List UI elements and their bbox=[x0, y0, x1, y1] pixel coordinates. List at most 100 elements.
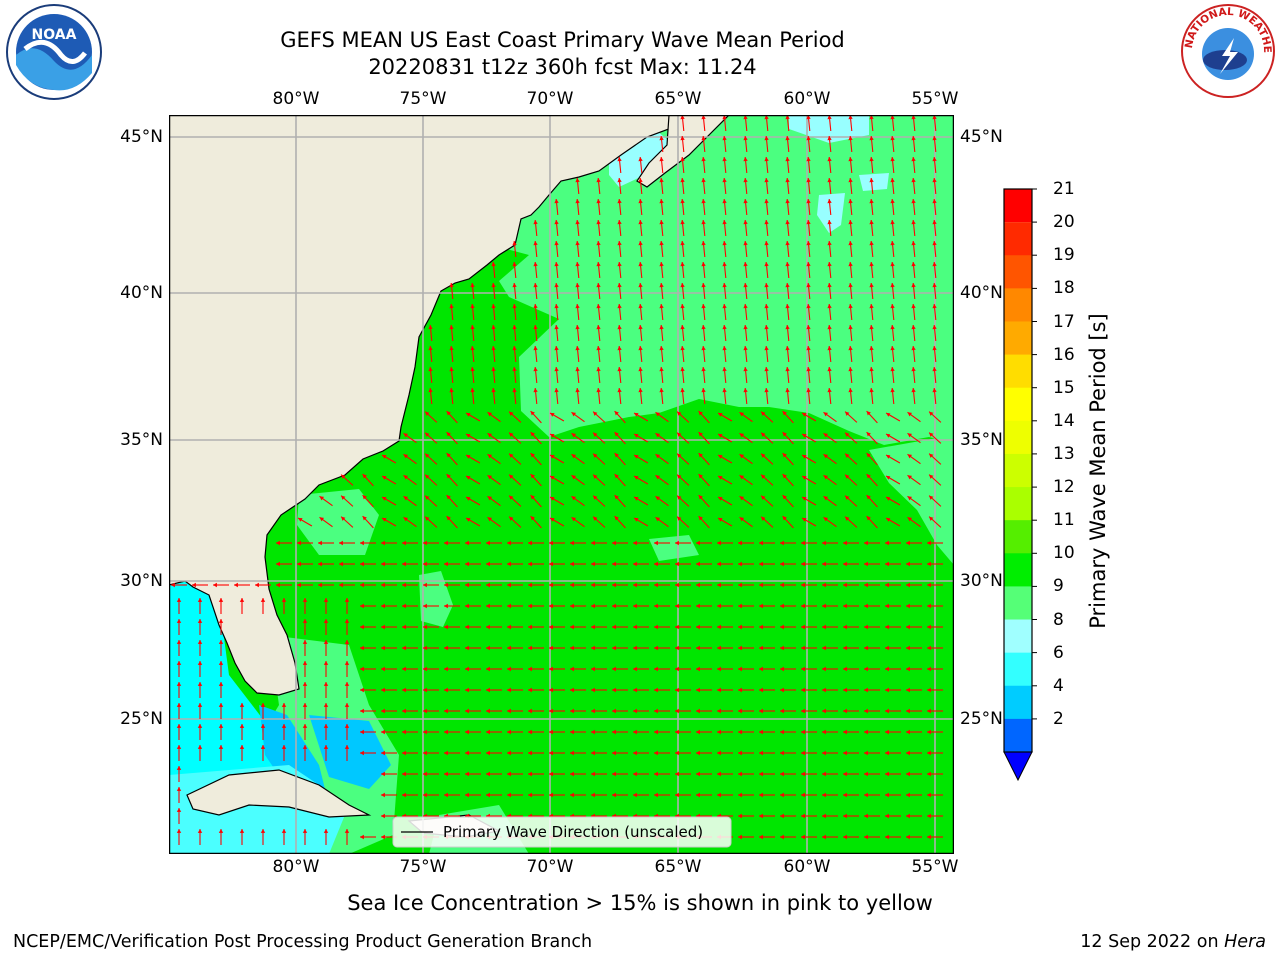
wave-direction-arrow bbox=[675, 540, 691, 546]
wave-direction-arrow bbox=[869, 345, 874, 363]
wave-direction-arrow bbox=[785, 282, 790, 300]
wave-direction-arrow bbox=[633, 454, 649, 464]
wave-direction-arrow bbox=[659, 303, 664, 321]
colorbar-bin bbox=[1004, 685, 1032, 720]
lat-label-left: 40°N bbox=[120, 283, 163, 303]
wave-direction-arrow bbox=[848, 324, 853, 342]
lon-label-top: 75°W bbox=[399, 89, 447, 109]
wave-direction-arrow bbox=[906, 603, 922, 609]
wave-direction-arrow bbox=[302, 724, 308, 740]
wave-direction-arrow bbox=[701, 324, 706, 342]
wave-direction-arrow bbox=[260, 745, 266, 761]
wave-direction-arrow bbox=[465, 561, 481, 567]
wave-direction-arrow bbox=[571, 432, 585, 444]
wave-direction-arrow bbox=[780, 708, 796, 714]
wave-direction-arrow bbox=[676, 432, 690, 444]
wave-direction-arrow bbox=[759, 687, 775, 693]
wave-direction-arrow bbox=[843, 729, 859, 735]
wave-direction-arrow bbox=[866, 494, 878, 508]
wave-direction-arrow bbox=[869, 219, 874, 237]
wave-direction-arrow bbox=[323, 598, 329, 614]
lon-label-bottom: 75°W bbox=[399, 857, 447, 877]
wave-direction-arrow bbox=[381, 624, 397, 630]
wave-direction-arrow bbox=[701, 303, 706, 321]
wave-direction-arrow bbox=[759, 624, 775, 630]
wave-direction-arrow bbox=[869, 366, 874, 384]
wave-direction-arrow bbox=[906, 771, 922, 777]
wave-direction-arrow bbox=[885, 813, 901, 819]
wave-direction-arrow bbox=[698, 515, 710, 529]
wave-direction-arrow bbox=[806, 387, 811, 405]
wave-direction-arrow bbox=[465, 475, 481, 485]
wave-direction-arrow bbox=[402, 771, 418, 777]
wave-direction-arrow bbox=[549, 666, 565, 672]
wave-direction-arrow bbox=[932, 115, 937, 132]
wave-direction-arrow bbox=[362, 494, 374, 508]
wave-direction-arrow bbox=[428, 324, 433, 342]
wave-direction-arrow bbox=[927, 645, 943, 651]
wave-direction-arrow bbox=[654, 771, 670, 777]
wave-direction-arrow bbox=[344, 745, 350, 761]
wave-direction-arrow bbox=[428, 366, 433, 384]
wave-direction-arrow bbox=[423, 750, 439, 756]
wave-direction-arrow bbox=[822, 603, 838, 609]
wave-direction-arrow bbox=[381, 517, 397, 527]
colorbar-bin bbox=[1004, 420, 1032, 455]
wave-direction-arrow bbox=[591, 603, 607, 609]
wave-direction-arrow bbox=[318, 582, 334, 588]
wave-direction-arrow bbox=[801, 540, 817, 546]
wave-direction-arrow bbox=[680, 387, 685, 405]
wave-direction-arrow bbox=[844, 432, 858, 444]
wave-direction-arrow bbox=[701, 156, 706, 174]
wave-direction-arrow bbox=[843, 603, 859, 609]
wave-direction-arrow bbox=[638, 282, 643, 300]
wave-direction-arrow bbox=[890, 324, 895, 342]
wave-direction-arrow bbox=[381, 561, 397, 567]
wave-direction-arrow bbox=[302, 661, 308, 677]
wave-direction-arrow bbox=[743, 240, 748, 258]
wave-direction-arrow bbox=[381, 582, 397, 588]
wave-direction-arrow bbox=[596, 177, 601, 195]
wave-direction-arrow bbox=[554, 303, 559, 321]
wave-direction-arrow bbox=[760, 474, 774, 486]
wave-direction-arrow bbox=[554, 387, 559, 405]
lon-label-bottom: 60°W bbox=[783, 857, 831, 877]
wave-direction-arrow bbox=[423, 645, 439, 651]
wave-direction-arrow bbox=[614, 431, 626, 445]
wave-direction-arrow bbox=[470, 387, 475, 405]
wave-direction-arrow bbox=[402, 582, 418, 588]
wave-direction-arrow bbox=[869, 324, 874, 342]
wave-direction-arrow bbox=[617, 303, 622, 321]
wave-direction-arrow bbox=[848, 240, 853, 258]
wave-direction-arrow bbox=[696, 708, 712, 714]
wave-direction-arrow bbox=[654, 582, 670, 588]
wave-direction-arrow bbox=[680, 324, 685, 342]
wave-direction-arrow bbox=[530, 515, 542, 529]
wave-direction-arrow bbox=[659, 261, 664, 279]
wave-direction-arrow bbox=[806, 198, 811, 216]
wave-direction-arrow bbox=[885, 645, 901, 651]
wave-direction-arrow bbox=[218, 829, 224, 845]
wave-direction-arrow bbox=[297, 582, 313, 588]
wave-direction-arrow bbox=[717, 540, 733, 546]
wave-direction-arrow bbox=[528, 645, 544, 651]
colorbar-tick-label: 12 bbox=[1053, 477, 1075, 498]
wave-direction-arrow bbox=[449, 282, 454, 300]
wave-direction-arrow bbox=[176, 598, 182, 614]
wave-direction-arrow bbox=[866, 515, 878, 529]
wave-direction-arrow bbox=[743, 198, 748, 216]
wave-direction-arrow bbox=[260, 724, 266, 740]
wave-direction-arrow bbox=[866, 473, 878, 487]
wave-direction-arrow bbox=[866, 410, 878, 424]
wave-direction-arrow bbox=[302, 703, 308, 719]
wave-direction-arrow bbox=[823, 432, 837, 444]
wave-direction-arrow bbox=[486, 708, 502, 714]
lon-label-bottom: 70°W bbox=[526, 857, 574, 877]
wave-direction-arrow bbox=[743, 366, 748, 384]
wave-direction-arrow bbox=[465, 540, 481, 546]
wave-direction-arrow bbox=[864, 561, 880, 567]
wave-direction-arrow bbox=[486, 603, 502, 609]
wave-direction-arrow bbox=[633, 708, 649, 714]
wave-direction-arrow bbox=[655, 432, 669, 444]
wave-direction-arrow bbox=[530, 410, 542, 424]
